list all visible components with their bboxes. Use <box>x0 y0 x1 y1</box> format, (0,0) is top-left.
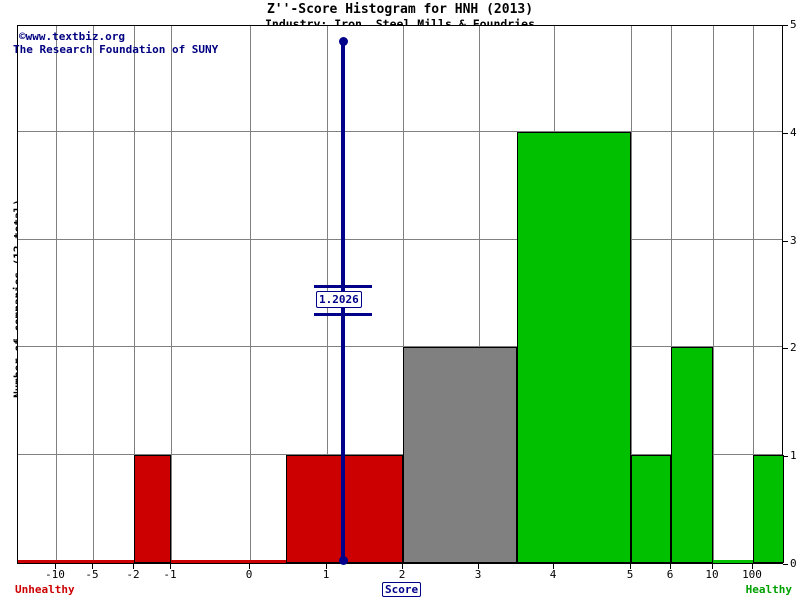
x-tick-label: -5 <box>85 568 99 581</box>
x-tick-label: -2 <box>126 568 140 581</box>
v-gridline <box>479 26 480 563</box>
score-marker-whisker-bottom <box>314 313 372 316</box>
x-tick <box>170 564 171 569</box>
plot-area: 1.2026 <box>17 25 784 565</box>
v-gridline <box>631 26 632 563</box>
x-tick <box>752 564 753 569</box>
v-gridline <box>171 26 172 563</box>
x-tick-label: 2 <box>398 568 406 581</box>
healthy-label: Healthy <box>745 583 792 596</box>
histogram-bar <box>753 455 784 563</box>
x-tick <box>478 564 479 569</box>
x-tick-label: 4 <box>549 568 557 581</box>
watermark-site: ©www.textbiz.org <box>19 30 125 43</box>
page-title: Z''-Score Histogram for HNH (2013) <box>266 2 534 17</box>
h-gridline <box>18 130 782 132</box>
y-tick-label: 3 <box>790 233 797 247</box>
v-gridline <box>671 26 672 563</box>
histogram-bar-empty <box>171 560 286 563</box>
x-tick-label: 3 <box>474 568 482 581</box>
v-gridline <box>403 26 404 563</box>
x-tick <box>712 564 713 569</box>
histogram-bar-empty <box>713 560 753 563</box>
plot-inner: 1.2026 <box>18 26 784 565</box>
h-gridline <box>18 346 782 348</box>
histogram-bar <box>631 455 671 563</box>
y-tick-label: 5 <box>790 18 797 31</box>
x-tick-label: 10 <box>705 568 719 581</box>
v-gridline <box>93 26 94 563</box>
x-tick-label: 0 <box>245 568 253 581</box>
y-tick <box>783 564 788 565</box>
score-marker-dot-bottom <box>338 556 348 565</box>
x-tick <box>670 564 671 569</box>
histogram-bar <box>403 347 517 563</box>
x-tick <box>326 564 327 569</box>
x-axis-title: Score <box>382 582 422 597</box>
x-axis: -10 -5 -2 -1 0 1 2 3 4 5 6 10 100 <box>17 564 783 581</box>
x-tick-label: 6 <box>666 568 674 581</box>
x-tick-label: 100 <box>742 568 762 581</box>
h-gridline <box>18 454 782 456</box>
watermark-org: The Research Foundation of SUNY <box>13 43 219 56</box>
y-tick-label: 1 <box>790 449 797 463</box>
score-marker-whisker-top <box>314 285 372 288</box>
score-marker-value: 1.2026 <box>316 291 362 308</box>
y-tick-label: 0 <box>790 557 797 570</box>
unhealthy-label: Unhealthy <box>15 583 75 596</box>
histogram-bar-empty <box>18 560 56 563</box>
v-gridline <box>713 26 714 563</box>
x-tick-label: 5 <box>626 568 634 581</box>
histogram-bar <box>134 455 171 563</box>
x-tick-label: 1 <box>322 568 330 581</box>
y-tick <box>783 240 788 242</box>
v-gridline <box>56 26 57 563</box>
histogram-bar-empty <box>56 560 93 563</box>
y-tick <box>783 25 788 26</box>
y-tick <box>783 132 788 134</box>
histogram-bar-empty <box>93 560 134 563</box>
x-tick-label: -1 <box>163 568 177 581</box>
y-tick <box>783 456 788 458</box>
y-tick-label: 2 <box>790 341 797 355</box>
v-gridline <box>753 26 754 563</box>
histogram-bar <box>517 131 631 563</box>
histogram-bar <box>671 347 713 563</box>
x-tick <box>92 564 93 569</box>
x-tick <box>630 564 631 569</box>
x-tick <box>133 564 134 569</box>
score-marker-dot-top <box>338 37 348 46</box>
x-tick <box>249 564 250 569</box>
h-gridline <box>18 238 782 240</box>
y-axis: 0 1 2 3 4 5 <box>783 18 800 570</box>
x-tick-label: -10 <box>45 568 65 581</box>
y-tick <box>783 348 788 350</box>
x-tick <box>402 564 403 569</box>
v-gridline <box>134 26 135 563</box>
y-tick-label: 4 <box>790 125 797 139</box>
v-gridline <box>250 26 251 563</box>
x-tick <box>55 564 56 569</box>
x-tick <box>553 564 554 569</box>
